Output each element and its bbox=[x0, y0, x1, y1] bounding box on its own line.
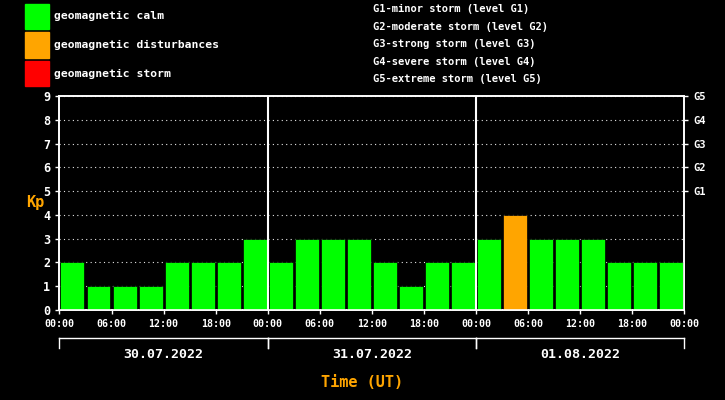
Bar bbox=[321, 239, 345, 310]
Text: Time (UT): Time (UT) bbox=[321, 375, 404, 390]
Bar bbox=[529, 239, 553, 310]
Bar bbox=[503, 215, 527, 310]
FancyBboxPatch shape bbox=[25, 61, 49, 86]
Bar bbox=[295, 239, 319, 310]
Text: G3-strong storm (level G3): G3-strong storm (level G3) bbox=[373, 39, 536, 49]
Bar bbox=[191, 262, 215, 310]
Text: geomagnetic storm: geomagnetic storm bbox=[54, 69, 171, 79]
Bar bbox=[660, 262, 684, 310]
Text: G5-extreme storm (level G5): G5-extreme storm (level G5) bbox=[373, 74, 542, 84]
Text: 01.08.2022: 01.08.2022 bbox=[540, 348, 621, 360]
Text: G1-minor storm (level G1): G1-minor storm (level G1) bbox=[373, 4, 530, 14]
Text: geomagnetic calm: geomagnetic calm bbox=[54, 11, 165, 21]
Bar bbox=[86, 286, 110, 310]
Text: 30.07.2022: 30.07.2022 bbox=[123, 348, 204, 360]
Bar bbox=[634, 262, 658, 310]
Text: G4-severe storm (level G4): G4-severe storm (level G4) bbox=[373, 57, 536, 67]
Bar bbox=[425, 262, 449, 310]
FancyBboxPatch shape bbox=[25, 32, 49, 58]
Bar bbox=[477, 239, 501, 310]
Text: geomagnetic disturbances: geomagnetic disturbances bbox=[54, 40, 220, 50]
Text: G2-moderate storm (level G2): G2-moderate storm (level G2) bbox=[373, 22, 548, 32]
Bar bbox=[60, 262, 84, 310]
Bar bbox=[373, 262, 397, 310]
Y-axis label: Kp: Kp bbox=[26, 196, 44, 210]
Bar bbox=[138, 286, 162, 310]
Bar bbox=[451, 262, 475, 310]
Bar bbox=[112, 286, 136, 310]
Bar bbox=[608, 262, 631, 310]
Bar bbox=[269, 262, 293, 310]
Bar bbox=[581, 239, 605, 310]
Bar bbox=[243, 239, 267, 310]
Bar bbox=[399, 286, 423, 310]
Bar bbox=[347, 239, 371, 310]
FancyBboxPatch shape bbox=[25, 4, 49, 29]
Text: 31.07.2022: 31.07.2022 bbox=[332, 348, 412, 360]
Bar bbox=[555, 239, 579, 310]
Bar bbox=[165, 262, 189, 310]
Bar bbox=[217, 262, 241, 310]
